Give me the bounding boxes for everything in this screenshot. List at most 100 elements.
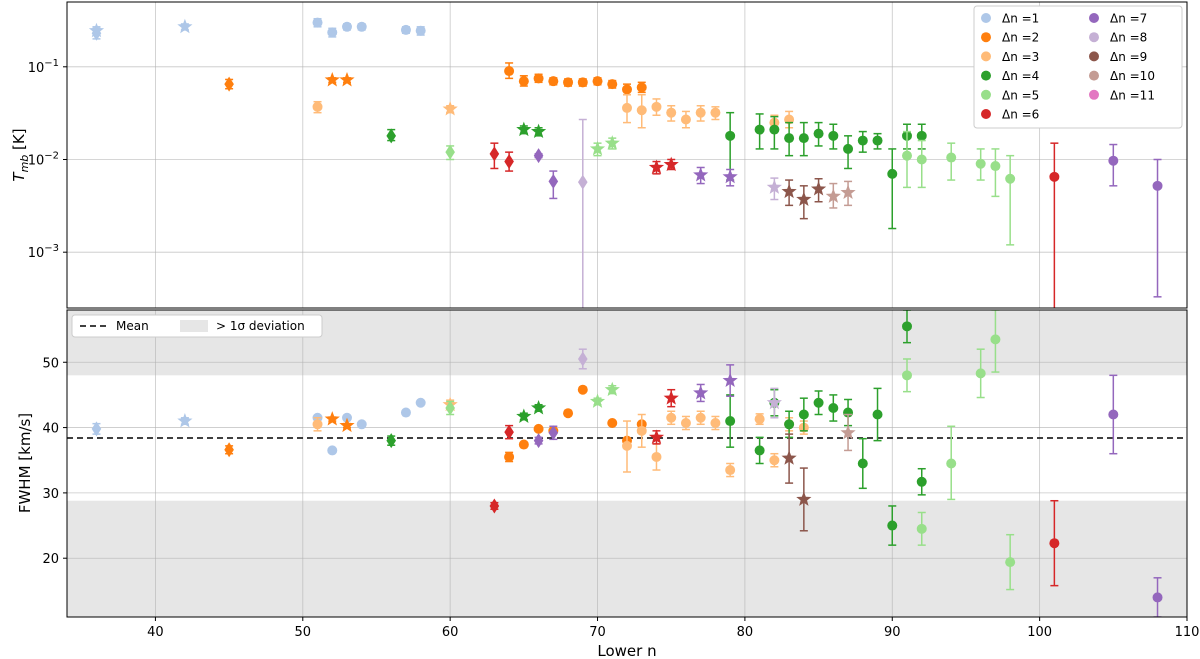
top-point-dn2-circle [533, 73, 544, 84]
top-point-dn1-circle [312, 17, 323, 28]
top-axes-frame [66, 1, 1188, 309]
top-point-dn2-circle [622, 84, 632, 95]
legend-dn-swatch [1089, 51, 1099, 62]
bottom-ytick-label: 30 [42, 487, 59, 502]
bottom-point-dn5-diamond [445, 400, 455, 416]
bottom-point-dn7-star [722, 372, 738, 388]
bottom-point-dn2-star [339, 417, 355, 433]
bottom-point-dn4-star [516, 408, 532, 423]
legend-dn-swatch [981, 51, 991, 62]
top-point-dn1-star [177, 18, 193, 34]
x-tick-label: 50 [295, 625, 312, 640]
bottom-point-dn4-circle [813, 397, 824, 408]
top-point-dn2-circle [607, 79, 618, 90]
bottom-point-dn8-star [766, 394, 782, 410]
top-point-dn4-circle [843, 143, 854, 154]
x-tick-label: 60 [442, 625, 459, 640]
top-point-dn4-circle [813, 128, 824, 139]
top-point-dn2-circle [577, 77, 588, 88]
top-point-dn5-circle [946, 152, 957, 163]
top-point-dn10-star [840, 184, 856, 200]
legend-dn-label: Δn =11 [1110, 88, 1155, 102]
top-point-dn5-circle [990, 161, 1001, 172]
legend-band-label: > 1σ deviation [216, 319, 305, 333]
top-point-dn1-circle [327, 27, 338, 38]
legend-dn-swatch [981, 13, 991, 23]
top-point-dn2-circle [636, 82, 647, 93]
bottom-ytick-label: 40 [42, 422, 59, 437]
bottom-point-dn3-circle [312, 419, 323, 430]
bottom-point-dn6-diamond [504, 424, 514, 440]
legend-dn-swatch [981, 32, 991, 43]
bottom-point-dn4-star [530, 399, 547, 415]
bottom-point-dn1-circle [400, 407, 411, 418]
top-point-dn1-circle [415, 25, 426, 36]
bottom-point-dn3-circle [695, 412, 706, 423]
top-point-dn4-circle [784, 133, 795, 144]
bottom-point-dn4-circle [916, 476, 927, 487]
bottom-point-dn6-diamond [489, 498, 500, 514]
bottom-point-dn3-circle [769, 455, 780, 466]
top-point-dn7-circle [1152, 180, 1163, 191]
bottom-point-dn3-circle [636, 425, 647, 436]
top-point-dn10-star [825, 188, 841, 203]
bottom-point-dn2-circle [504, 451, 515, 462]
top-point-dn9-star [796, 191, 812, 206]
bottom-point-dn5-star [604, 381, 620, 397]
bottom-point-dn1-circle [327, 445, 338, 456]
bottom-point-dn3-circle [725, 465, 736, 476]
bottom-point-dn2-circle [563, 408, 574, 419]
legend-dn-swatch [1089, 13, 1099, 23]
bottom-point-dn5-star [589, 393, 606, 408]
bottom-point-dn7-diamond [548, 425, 559, 441]
top-point-dn2-circle [563, 77, 574, 88]
bottom-yticks: 20 30 40 50 [42, 356, 67, 567]
top-point-dn5-star [589, 140, 606, 156]
bottom-point-dn5-circle [916, 523, 927, 534]
top-point-dn4-circle [857, 135, 868, 146]
bottom-point-dn4-circle [857, 458, 868, 469]
legend-dn-label: Δn =1 [1002, 12, 1039, 26]
top-point-dn7-star [722, 168, 738, 184]
top-point-dn4-star [516, 121, 532, 137]
bottom-point-dn4-circle [828, 402, 839, 413]
top-point-dn1-circle [400, 24, 411, 35]
top-point-dn4-diamond [386, 128, 397, 144]
bottom-point-dn4-circle [872, 409, 883, 420]
top-point-dn7-star [693, 167, 709, 182]
bottom-ylabel: FWHM [km/s] [16, 413, 34, 513]
top-point-dn3-circle [636, 105, 647, 116]
x-tick-label: 110 [1175, 625, 1200, 640]
legend-dn-label: Δn =10 [1110, 69, 1155, 83]
top-point-dn8-star [766, 179, 782, 194]
top-ytick-label: 10−2 [28, 150, 59, 168]
top-point-dn2-star [324, 72, 340, 87]
top-point-dn7-circle [1108, 155, 1119, 166]
legend-dn-label: Δn =3 [1002, 50, 1039, 64]
bottom-point-dn9-star [781, 450, 797, 465]
top-ytick-label: 10−1 [28, 58, 59, 76]
legend-dn-swatch [981, 89, 991, 100]
bottom-ytick-label: 20 [42, 552, 59, 567]
bottom-point-dn3-circle [680, 418, 691, 429]
top-point-dn4-circle [872, 135, 883, 146]
top-point-dn5-circle [916, 154, 927, 165]
top-point-dn6-star [648, 159, 665, 174]
top-ytick-label: 10−3 [28, 243, 59, 261]
band-low [67, 500, 1187, 617]
top-point-dn7-diamond [548, 173, 559, 189]
legend-dn: Δn =1 Δn =2 Δn =3 Δn =4 Δn =5 Δn =6 Δn =7 Δn =8… [973, 5, 1183, 129]
bottom-point-dn4-circle [887, 520, 898, 531]
top-point-dn4-circle [798, 133, 809, 144]
legend-dn-swatch [981, 70, 991, 81]
top-panel: 10−110−210−3 Tmb [K] Δn =1Δn =2Δn =3Δn =… [10, 1, 1188, 309]
bottom-point-dn8-diamond [577, 351, 588, 367]
legend-dn-swatch [1089, 89, 1099, 100]
top-points [88, 17, 1163, 308]
bottom-point-dn2-circle [533, 423, 544, 434]
bottom-point-dn1-star [177, 413, 193, 428]
top-point-dn3-circle [622, 102, 632, 113]
top-point-dn9-star [810, 181, 827, 196]
top-point-dn2-circle [504, 66, 515, 77]
